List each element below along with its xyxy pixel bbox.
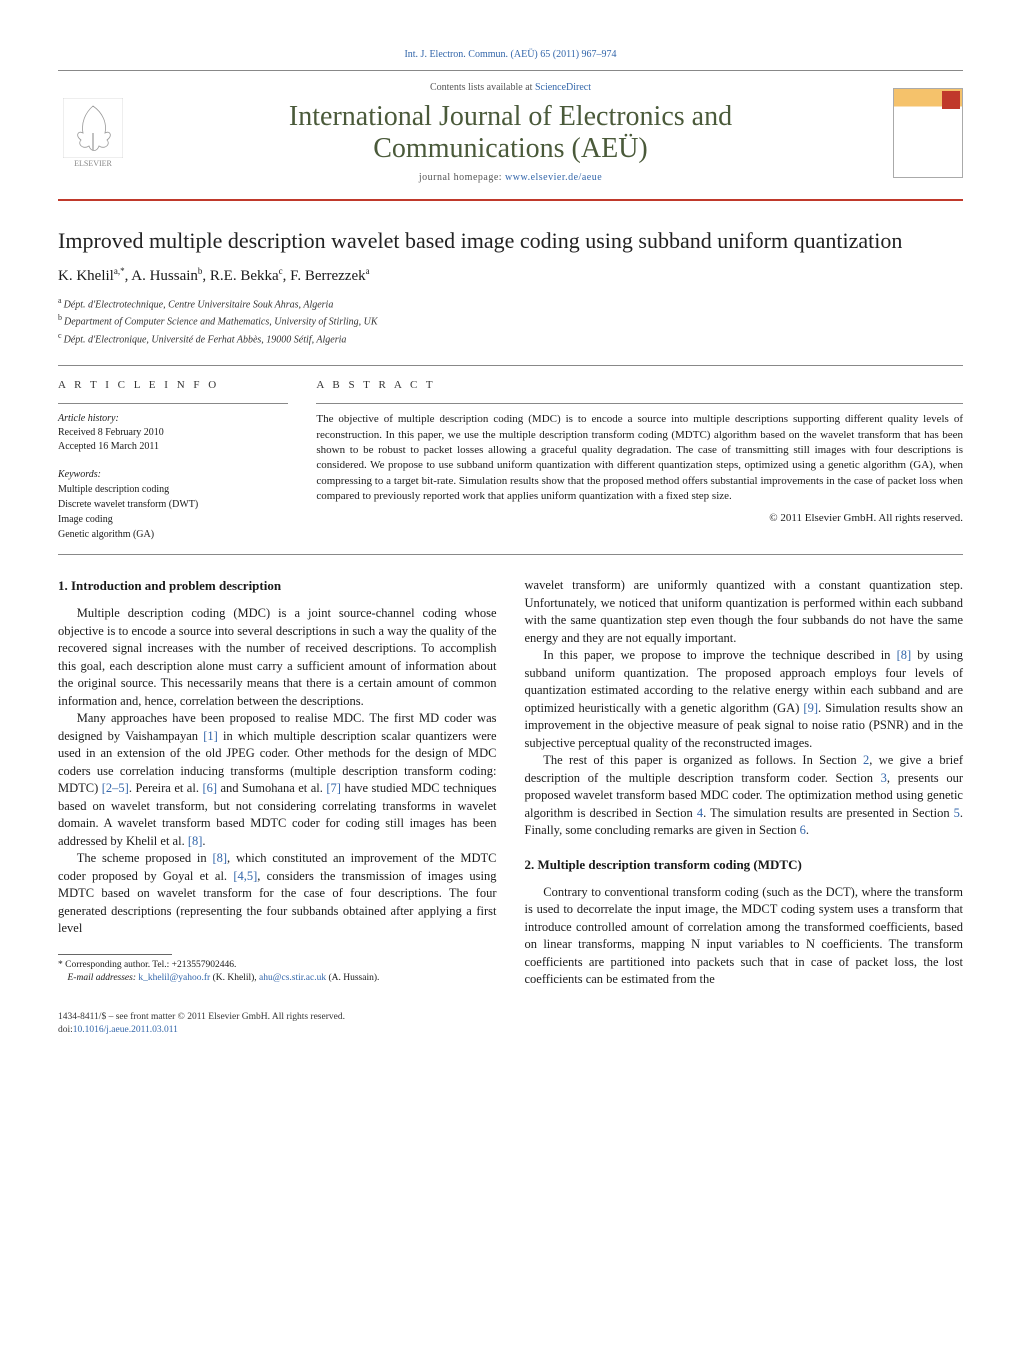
ref-2-5[interactable]: [2–5] [102,781,129,795]
contents-line: Contents lists available at ScienceDirec… [144,81,877,95]
p5-a: In this paper, we propose to improve the… [543,648,896,662]
contents-prefix: Contents lists available at [430,82,535,93]
keyword-4: Genetic algorithm (GA) [58,527,288,542]
affil-c-sup: c [58,331,62,340]
author-1-sup: a,* [114,266,125,276]
article-meta: a r t i c l e i n f o Article history: R… [58,365,963,555]
homepage-prefix: journal homepage: [419,172,505,183]
emails-label: E-mail addresses: [68,973,139,983]
keywords-label: Keywords: [58,468,288,482]
abstract-copyright: © 2011 Elsevier GmbH. All rights reserve… [316,511,963,526]
email-2-name: (A. Hussain). [326,973,379,983]
accepted-date: Accepted 16 March 2011 [58,440,288,454]
journal-header: ELSEVIER Contents lists available at Sci… [58,70,963,201]
para-2: Many approaches have been proposed to re… [58,710,497,850]
homepage-link[interactable]: www.elsevier.de/aeue [505,172,602,183]
ref-7[interactable]: [7] [326,781,341,795]
ref-8c[interactable]: [8] [897,648,912,662]
email-1[interactable]: k_khelil@yahoo.fr [138,973,210,983]
journal-title-l2: Communications (AEÜ) [373,133,648,164]
p3-a: The scheme proposed in [77,851,213,865]
authors: K. Khelila,*, A. Hussainb, R.E. Bekkac, … [58,265,963,287]
para-7: Contrary to conventional transform codin… [525,884,964,989]
p2-f: . [202,834,205,848]
p2-c: . Pereira et al. [129,781,203,795]
header-center: Contents lists available at ScienceDirec… [144,81,877,185]
ref-6[interactable]: [6] [202,781,217,795]
ref-4-5[interactable]: [4,5] [233,869,257,883]
para-4: wavelet transform) are uniformly quantiz… [525,577,964,647]
p6-a: The rest of this paper is organized as f… [543,753,863,767]
affil-a: Dépt. d'Electrotechnique, Centre Univers… [64,299,334,310]
ref-8b[interactable]: [8] [212,851,227,865]
author-3: , R.E. Bekka [202,268,278,284]
section-1-title: 1. Introduction and problem description [58,577,497,595]
para-5: In this paper, we propose to improve the… [525,647,964,752]
para-3: The scheme proposed in [8], which consti… [58,850,497,938]
keyword-2: Discrete wavelet transform (DWT) [58,497,288,512]
affil-b-sup: b [58,313,62,322]
tree-icon [63,98,123,158]
article-title: Improved multiple description wavelet ba… [58,227,963,255]
p6-f: . [806,823,809,837]
journal-homepage: journal homepage: www.elsevier.de/aeue [144,171,877,185]
author-4: , F. Berrezzek [283,268,366,284]
keyword-3: Image coding [58,512,288,527]
corresponding-author: * Corresponding author. Tel.: +213557902… [58,959,497,972]
affiliations: aDépt. d'Electrotechnique, Centre Univer… [58,295,963,347]
abstract-block: a b s t r a c t The objective of multipl… [302,366,963,554]
doi-link[interactable]: 10.1016/j.aeue.2011.03.011 [73,1025,178,1035]
affil-c: Dépt. d'Electronique, Université de Ferh… [64,334,347,345]
issn-line: 1434-8411/$ – see front matter © 2011 El… [58,1011,963,1024]
article-info: a r t i c l e i n f o Article history: R… [58,366,302,554]
ref-9[interactable]: [9] [803,701,818,715]
email-line: E-mail addresses: k_khelil@yahoo.fr (K. … [58,972,497,985]
history-label: Article history: [58,412,288,426]
abstract-heading: a b s t r a c t [316,378,963,393]
journal-cover-thumb [893,88,963,178]
ref-8[interactable]: [8] [188,834,203,848]
affil-a-sup: a [58,296,62,305]
author-4-sup: a [366,266,370,276]
info-heading: a r t i c l e i n f o [58,378,288,393]
p6-d: . The simulation results are presented i… [703,806,954,820]
email-2[interactable]: ahu@cs.stir.ac.uk [259,973,326,983]
bottom-meta: 1434-8411/$ – see front matter © 2011 El… [58,1011,963,1038]
email-1-name: (K. Khelil), [210,973,259,983]
keywords-list: Multiple description coding Discrete wav… [58,482,288,542]
body-columns: 1. Introduction and problem description … [58,577,963,989]
doi-label: doi: [58,1025,73,1035]
sciencedirect-link[interactable]: ScienceDirect [535,82,591,93]
footnotes: * Corresponding author. Tel.: +213557902… [58,959,497,986]
running-head: Int. J. Electron. Commun. (AEÜ) 65 (2011… [58,48,963,62]
author-1: K. Khelil [58,268,114,284]
journal-title: International Journal of Electronics and… [144,101,877,165]
author-2: , A. Hussain [125,268,198,284]
page: Int. J. Electron. Commun. (AEÜ) 65 (2011… [0,0,1021,1068]
para-6: The rest of this paper is organized as f… [525,752,964,840]
para-1: Multiple description coding (MDC) is a j… [58,605,497,710]
abstract-body: The objective of multiple description co… [316,412,963,504]
footnote-rule [58,954,172,955]
received-date: Received 8 February 2010 [58,426,288,440]
ref-1[interactable]: [1] [203,729,218,743]
elsevier-logo: ELSEVIER [58,93,128,173]
affil-b: Department of Computer Science and Mathe… [64,317,378,328]
publisher-name: ELSEVIER [74,158,112,169]
keyword-1: Multiple description coding [58,482,288,497]
section-2-title: 2. Multiple description transform coding… [525,856,964,874]
journal-title-l1: International Journal of Electronics and [289,101,732,132]
p2-d: and Sumohana et al. [217,781,326,795]
